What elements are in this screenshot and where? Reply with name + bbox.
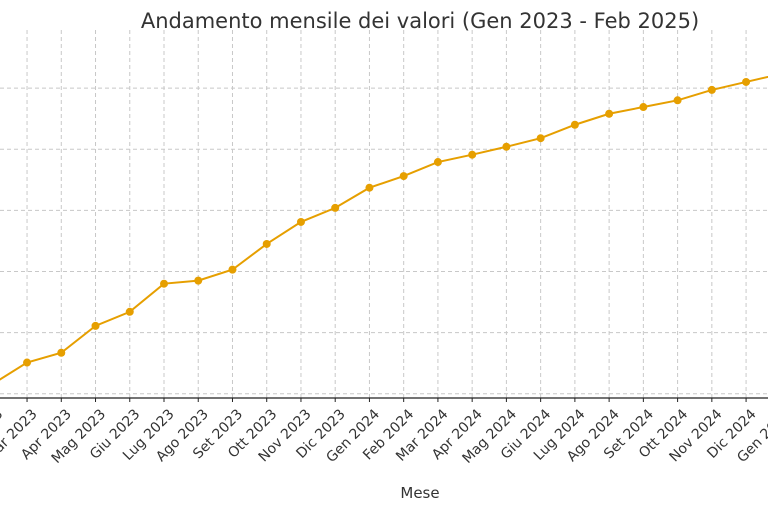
point: [433, 158, 442, 167]
point: [228, 265, 237, 274]
point: [262, 239, 271, 248]
point: [194, 276, 203, 285]
point: [639, 103, 648, 112]
point: [91, 321, 100, 330]
point: [331, 203, 340, 212]
point: [570, 120, 579, 129]
point: [707, 85, 716, 94]
point: [365, 183, 374, 192]
point: [23, 358, 32, 367]
point: [468, 150, 477, 159]
point: [125, 307, 134, 316]
point: [399, 172, 408, 181]
x-axis-label: Mese: [400, 484, 439, 502]
point: [742, 77, 751, 86]
point: [605, 109, 614, 118]
point: [160, 279, 168, 288]
chart-title: Andamento mensile dei valori (Gen 2023 -…: [141, 9, 699, 33]
point: [536, 134, 545, 143]
point: [57, 348, 66, 357]
point: [296, 217, 305, 226]
point: [502, 142, 511, 151]
point: [673, 96, 682, 105]
line: [0, 75, 768, 381]
